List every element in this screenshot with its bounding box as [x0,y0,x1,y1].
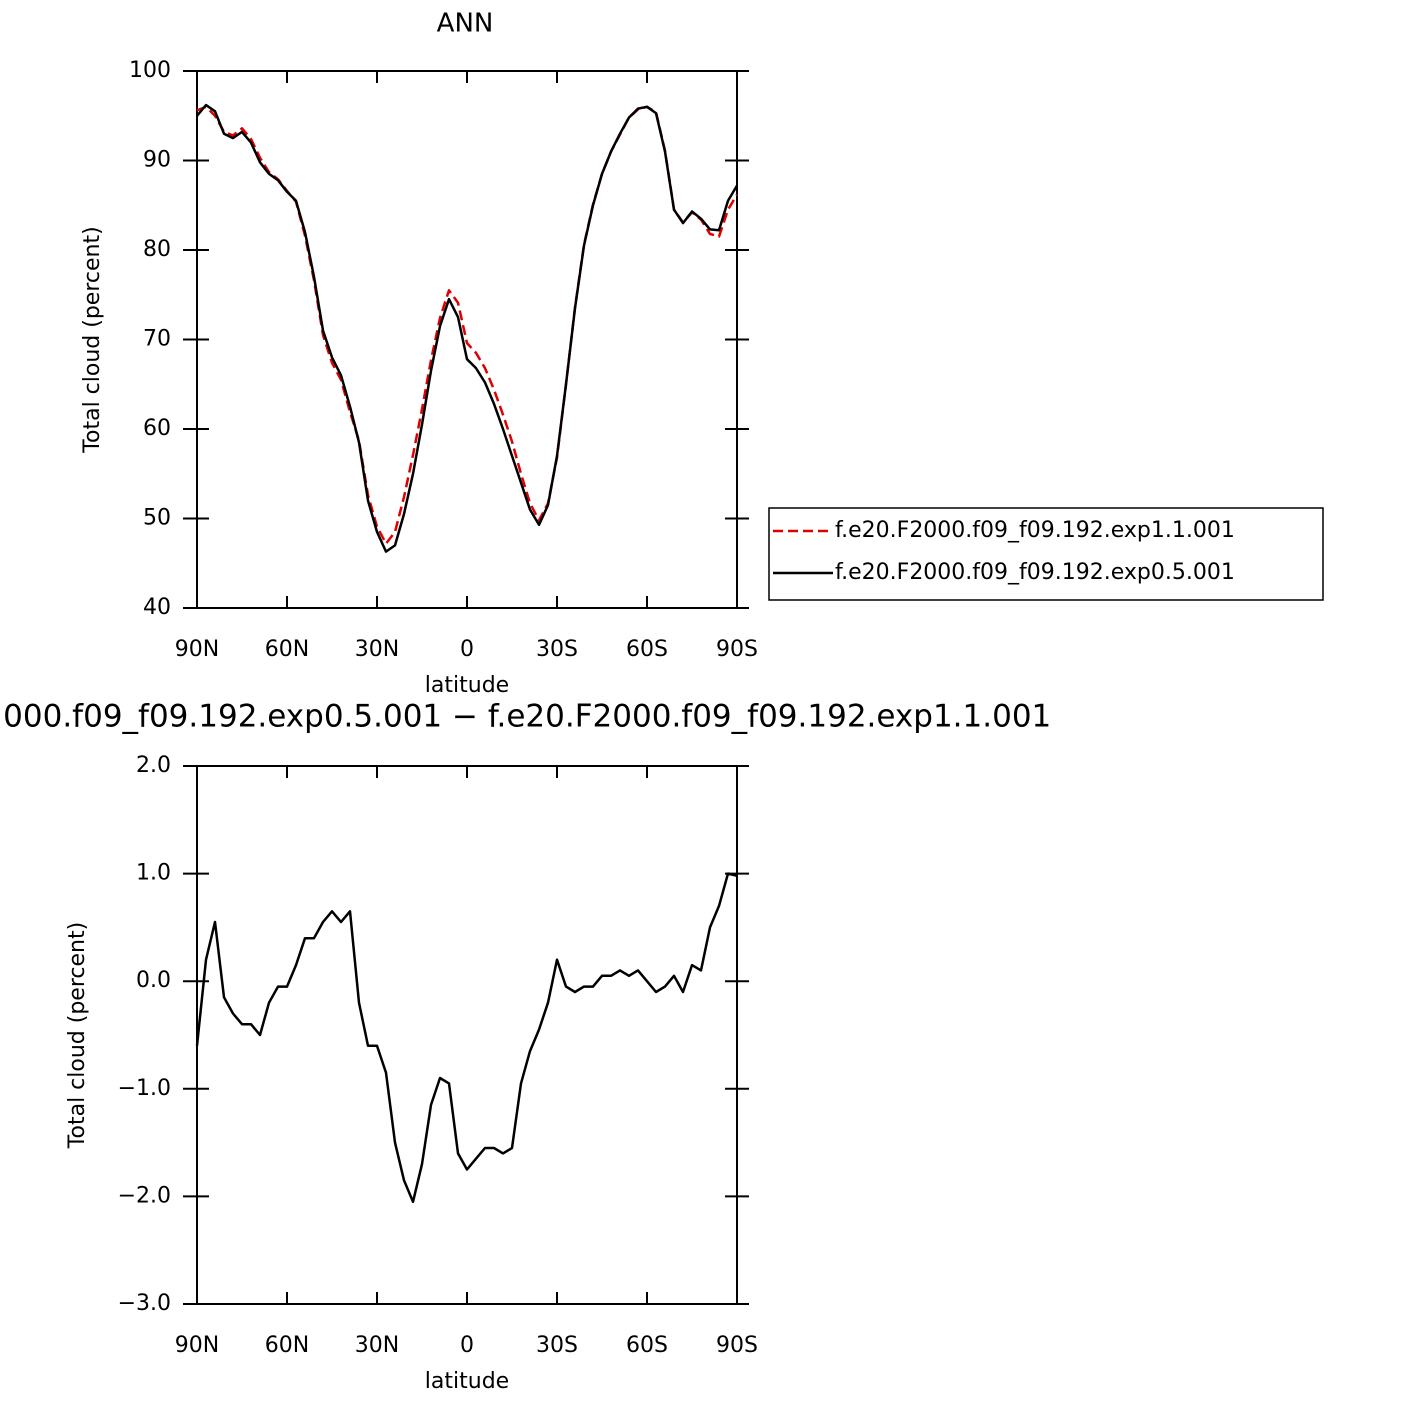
data-line [196,105,739,545]
chart-title: f.e20.F2000.f09_f09.192.exp0.5.001 − f.e… [0,699,1051,735]
y-tick-label: 0.0 [136,968,171,993]
plot-frame [196,765,738,1305]
legend-label: f.e20.F2000.f09_f09.192.exp0.5.001 [835,560,1235,585]
x-tick-label: 90N [175,1333,219,1358]
y-tick-label: 2.0 [136,753,171,778]
y-tick-label: −2.0 [118,1183,171,1208]
x-tick-label: 90S [716,637,758,662]
data-line [196,103,739,553]
y-tick-label: 40 [143,595,171,620]
y-tick-label: −3.0 [118,1291,171,1316]
x-tick-label: 30N [355,1333,399,1358]
x-tick-label: 60N [265,637,309,662]
data-line [195,872,738,1204]
y-tick-label: 60 [143,416,171,441]
x-tick-label: 90N [175,637,219,662]
chart-title: ANN [437,9,494,39]
y-tick-label: 80 [143,237,171,262]
x-axis-label: latitude [425,1369,509,1394]
y-tick-label: 100 [129,58,171,83]
x-tick-label: 60S [626,637,668,662]
y-tick-label: 70 [143,327,171,352]
x-tick-label: 30N [355,637,399,662]
x-tick-label: 0 [460,1333,474,1358]
plot-frame [196,70,738,609]
x-tick-label: 0 [460,637,474,662]
x-tick-label: 90S [716,1333,758,1358]
x-tick-label: 30S [536,1333,578,1358]
y-tick-label: 1.0 [136,861,171,886]
legend-label: f.e20.F2000.f09_f09.192.exp1.1.001 [835,518,1235,543]
y-tick-label: 90 [143,148,171,173]
x-tick-label: 30S [536,637,578,662]
x-axis-label: latitude [425,673,509,698]
legend-box [768,507,1324,601]
y-tick-label: 50 [143,506,171,531]
y-axis-label: Total cloud (percent) [65,922,90,1149]
x-tick-label: 60S [626,1333,668,1358]
y-axis-label: Total cloud (percent) [80,226,105,453]
y-tick-label: −1.0 [118,1076,171,1101]
x-tick-label: 60N [265,1333,309,1358]
